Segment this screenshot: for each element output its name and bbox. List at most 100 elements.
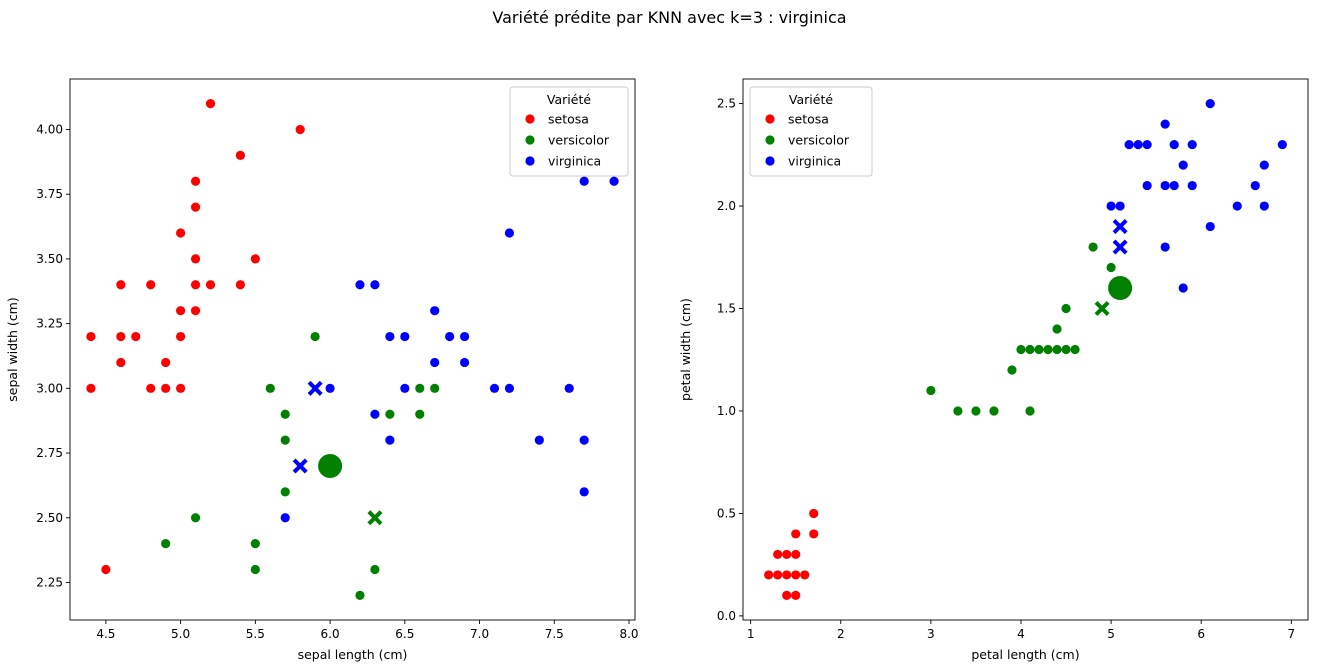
virginica-point	[1187, 139, 1197, 150]
virginica-point	[385, 331, 395, 342]
setosa-point	[764, 570, 774, 580]
query-point	[1108, 276, 1133, 301]
setosa-point	[800, 570, 810, 580]
legend-label-setosa: setosa	[548, 112, 589, 127]
versicolor-point	[415, 383, 425, 393]
virginica-point	[504, 228, 515, 238]
x-tick-label: 7.0	[470, 627, 489, 641]
y-tick-label: 2.25	[36, 575, 63, 589]
figure-title: Variété prédite par KNN avec k=3 : virgi…	[492, 8, 847, 27]
setosa-point	[235, 280, 245, 290]
versicolor-point	[415, 409, 425, 419]
virginica-point	[385, 435, 395, 445]
setosa-point	[773, 570, 783, 580]
versicolor-point	[1007, 365, 1017, 375]
setosa-point	[190, 280, 201, 290]
setosa-point	[176, 383, 186, 393]
virginica-point	[1106, 201, 1116, 211]
setosa-point	[190, 254, 201, 264]
x-tick-label: 8.0	[619, 627, 638, 641]
y-tick-label: 0.5	[717, 506, 736, 520]
virginica-point	[1178, 160, 1188, 170]
x-tick-label: 5	[1107, 627, 1115, 641]
x-tick-label: 5.0	[171, 627, 190, 641]
x-axis-label: sepal length (cm)	[298, 647, 408, 662]
virginica-point	[1205, 98, 1215, 109]
virginica-point	[489, 383, 500, 393]
virginica-point	[325, 383, 335, 393]
virginica-point	[370, 280, 380, 290]
virginica-point	[1187, 180, 1197, 191]
x-axis-label: petal length (cm)	[971, 647, 1079, 662]
legend-label-versicolor: versicolor	[788, 133, 850, 148]
virginica-point	[609, 176, 619, 186]
x-tick-label: 7.5	[545, 627, 564, 641]
setosa-point	[235, 150, 245, 160]
virginica-point	[1277, 139, 1287, 150]
versicolor-point	[953, 406, 963, 416]
x-tick-label: 4	[1017, 627, 1025, 641]
setosa-point	[146, 280, 156, 290]
y-tick-label: 0.0	[717, 609, 736, 623]
legend-title: Variété	[789, 92, 833, 107]
y-axis-label: petal width (cm)	[678, 298, 693, 401]
legend-label-virginica: virginica	[548, 154, 601, 169]
virginica-point	[355, 280, 365, 290]
virginica-point	[460, 331, 470, 342]
setosa-point	[190, 306, 201, 316]
setosa-point	[295, 124, 305, 135]
versicolor-point	[1034, 344, 1044, 355]
versicolor-point	[280, 487, 290, 497]
legend: Variété setosa versicolor virginica	[749, 86, 873, 177]
query-point	[318, 453, 343, 478]
setosa-point	[131, 331, 141, 342]
legend-box	[749, 86, 873, 177]
virginica-point	[1124, 139, 1134, 150]
x-tick-label: 6.0	[321, 627, 340, 641]
versicolor-point	[280, 435, 290, 445]
setosa-point	[190, 176, 201, 186]
setosa-point	[782, 570, 792, 580]
legend-marker-virginica	[765, 156, 775, 166]
legend-marker-virginica	[525, 156, 535, 166]
virginica-point	[430, 306, 440, 316]
setosa-point	[161, 357, 171, 368]
versicolor-point	[1106, 262, 1116, 273]
setosa-point	[250, 254, 260, 264]
neighbor-marker	[1112, 239, 1128, 255]
setosa-point	[86, 383, 96, 393]
virginica-point	[370, 409, 380, 419]
y-tick-label: 3.50	[36, 252, 63, 266]
legend-title: Variété	[547, 92, 591, 107]
y-tick-label: 3.00	[36, 381, 63, 395]
setosa-point	[116, 280, 126, 290]
setosa-point	[176, 228, 186, 238]
legend-box	[509, 86, 629, 177]
versicolor-point	[1025, 406, 1035, 416]
y-tick-label: 4.00	[36, 122, 63, 136]
legend: Variété setosa versicolor virginica	[509, 86, 629, 177]
virginica-point	[579, 435, 589, 445]
virginica-point	[1205, 221, 1215, 232]
versicolor-point	[250, 564, 260, 575]
versicolor-point	[190, 513, 201, 523]
legend-marker-versicolor	[765, 135, 775, 145]
setosa-point	[791, 570, 801, 580]
setosa-point	[809, 529, 819, 539]
virginica-point	[579, 176, 589, 186]
setosa-point	[782, 549, 792, 560]
versicolor-point	[385, 409, 395, 419]
legend-marker-setosa	[525, 114, 535, 124]
virginica-point	[1178, 283, 1188, 293]
virginica-point	[1169, 180, 1179, 191]
virginica-point	[1133, 139, 1143, 150]
y-tick-label: 1.0	[717, 404, 736, 418]
versicolor-point	[250, 539, 260, 549]
neighbor-marker	[307, 380, 323, 396]
y-tick-label: 2.0	[717, 199, 736, 213]
virginica-point	[1142, 139, 1152, 150]
virginica-point	[504, 383, 515, 393]
virginica-point	[1160, 119, 1170, 129]
versicolor-point	[1052, 324, 1062, 334]
